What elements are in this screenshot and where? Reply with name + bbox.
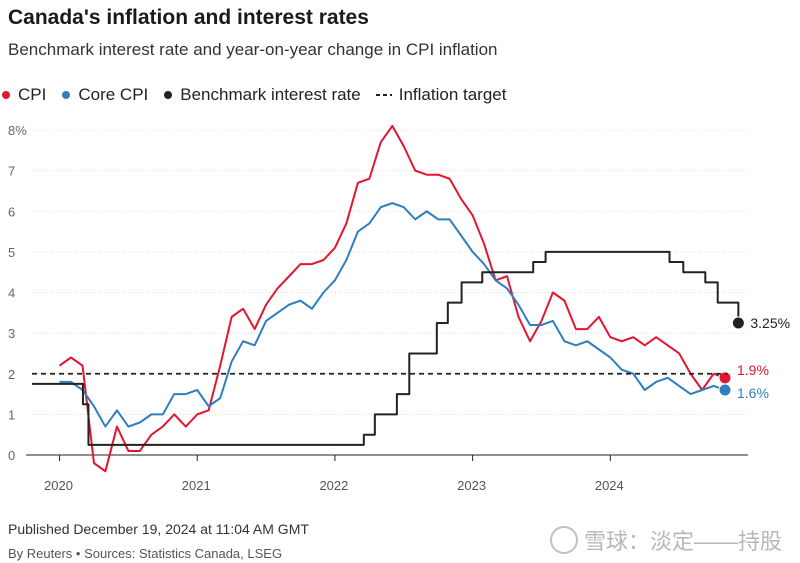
- y-tick-label: 0: [8, 448, 15, 463]
- line-chart: 0 1 2 3 4 5 6 7 8% 2020 2021 2022 2023 2024 1.9% 1.6% 3.…: [8, 123, 790, 493]
- legend-item-cpi: CPI: [0, 85, 46, 105]
- legend-marker-core-cpi: [62, 91, 71, 99]
- x-tick-label: 2020: [44, 478, 73, 493]
- legend-marker-benchmark-rate: [164, 91, 173, 99]
- watermark-text: 雪球：淡定——持股: [583, 529, 782, 554]
- series-end-point-benchmark-interest-rate: [731, 316, 745, 330]
- y-tick-label: 5: [8, 245, 15, 260]
- x-tick-label: 2024: [595, 478, 624, 493]
- watermark: 雪球：淡定——持股: [549, 524, 782, 556]
- series-end-label-core-cpi: 1.6%: [737, 385, 769, 401]
- series-end-label-benchmark-interest-rate: 3.25%: [750, 315, 790, 331]
- y-tick-label: 3: [8, 326, 15, 341]
- snowball-logo-icon: [549, 526, 578, 554]
- series-line-benchmark-interest-rate: [32, 250, 740, 446]
- x-tick-label: 2023: [457, 478, 486, 493]
- legend-marker-cpi: [2, 91, 10, 99]
- legend-item-benchmark-rate: Benchmark interest rate: [162, 85, 361, 105]
- y-tick-label: 4: [8, 286, 15, 301]
- y-tick-label: 1: [8, 407, 15, 422]
- legend-label-benchmark-rate: Benchmark interest rate: [180, 85, 361, 104]
- legend: CPI Core CPI Benchmark interest rate Inf…: [0, 84, 520, 106]
- x-tick-label: 2022: [319, 478, 348, 493]
- legend-label-inflation-target: Inflation target: [398, 85, 507, 104]
- series-end-point-core-cpi: [718, 383, 732, 397]
- legend-label-cpi: CPI: [18, 85, 47, 104]
- series-line-cpi: [58, 124, 726, 473]
- series-line-core-cpi: [59, 202, 726, 428]
- legend-item-inflation-target: Inflation target: [375, 85, 507, 105]
- y-tick-label: 2: [8, 367, 15, 382]
- published-note: Published December 19, 2024 at 11:04 AM …: [8, 521, 309, 537]
- legend-label-core-cpi: Core CPI: [78, 85, 149, 104]
- y-tick-label: 7: [8, 164, 15, 179]
- source-note: By Reuters • Sources: Statistics Canada,…: [8, 546, 283, 561]
- x-tick-label: 2021: [182, 478, 211, 493]
- legend-item-core-cpi: Core CPI: [60, 85, 148, 105]
- y-tick-label: 6: [8, 204, 15, 219]
- y-tick-label: 8%: [8, 123, 27, 138]
- legend-marker-inflation-target: [375, 94, 392, 96]
- chart-title: Canada's inflation and interest rates: [8, 6, 369, 29]
- series-end-label-cpi: 1.9%: [737, 362, 769, 378]
- chart-subtitle: Benchmark interest rate and year-on-year…: [8, 40, 498, 59]
